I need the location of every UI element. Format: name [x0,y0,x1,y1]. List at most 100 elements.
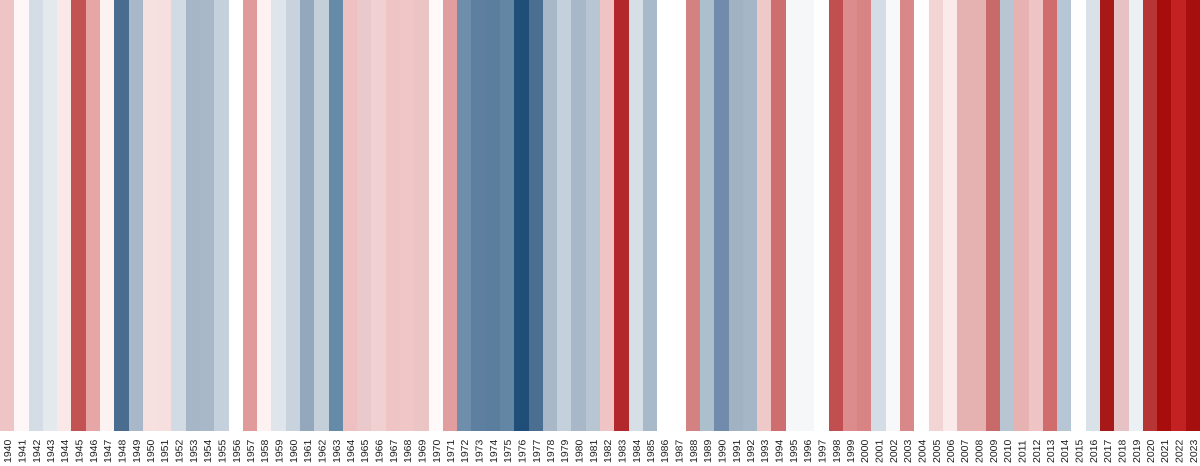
stripe-1943 [43,0,57,431]
year-label-1960: 1960 [288,439,300,463]
stripe-1962 [314,0,329,431]
year-label-2006: 2006 [945,439,957,463]
stripe-2010 [1000,0,1014,431]
year-label-1997: 1997 [817,439,829,463]
stripe-2003 [900,0,914,431]
stripe-1958 [257,0,271,431]
year-label-2015: 2015 [1074,439,1086,463]
stripe-1954 [200,0,214,431]
stripe-1982 [600,0,614,431]
year-label-1996: 1996 [802,439,814,463]
year-label-1989: 1989 [702,439,714,463]
stripe-1996 [800,0,814,431]
year-label-1986: 1986 [659,439,671,463]
year-label-2011: 2011 [1017,440,1029,463]
stripe-2011 [1014,0,1029,431]
year-label-1967: 1967 [388,439,400,463]
year-label-2016: 2016 [1088,439,1100,463]
year-label-1955: 1955 [217,439,229,463]
stripe-1997 [814,0,829,431]
year-label-1974: 1974 [488,439,500,463]
year-label-1945: 1945 [74,439,86,463]
stripe-1985 [643,0,657,431]
stripe-1955 [214,0,229,431]
year-label-1972: 1972 [459,439,471,463]
stripe-2005 [929,0,943,431]
stripe-1979 [557,0,571,431]
stripe-1963 [329,0,343,431]
year-label-1952: 1952 [174,439,186,463]
stripe-2016 [1086,0,1100,431]
year-label-1962: 1962 [317,439,329,463]
stripe-2004 [914,0,929,431]
year-label-1958: 1958 [259,439,271,463]
year-label-1982: 1982 [602,439,614,463]
stripe-1964 [343,0,357,431]
year-label-1950: 1950 [145,439,157,463]
year-label-1948: 1948 [117,439,129,463]
year-label-1965: 1965 [359,439,371,463]
stripe-1970 [429,0,443,431]
year-label-1988: 1988 [688,439,700,463]
stripe-1971 [443,0,457,431]
stripe-1978 [543,0,557,431]
stripe-2023 [1186,0,1200,431]
year-label-2022: 2022 [1174,439,1186,463]
year-label-1977: 1977 [531,439,543,463]
stripe-1959 [271,0,286,431]
year-label-1983: 1983 [617,439,629,463]
year-label-1961: 1961 [302,439,314,463]
year-label-2017: 2017 [1102,439,1114,463]
stripe-1998 [829,0,843,431]
stripe-1983 [614,0,629,431]
year-label-1942: 1942 [31,439,43,463]
stripe-1989 [700,0,714,431]
year-label-1995: 1995 [788,439,800,463]
stripe-1951 [157,0,171,431]
year-label-2000: 2000 [859,439,871,463]
stripe-2000 [857,0,871,431]
stripe-1940 [0,0,14,431]
year-label-1978: 1978 [545,439,557,463]
year-label-2003: 2003 [902,439,914,463]
year-label-2013: 2013 [1045,439,1057,463]
stripe-2009 [986,0,1000,431]
stripe-1950 [143,0,157,431]
stripe-1973 [471,0,486,431]
year-label-1957: 1957 [245,439,257,463]
year-label-1963: 1963 [331,439,343,463]
stripe-1946 [86,0,100,431]
stripe-2020 [1143,0,1157,431]
year-label-1941: 1941 [17,439,29,463]
stripe-1984 [629,0,643,431]
year-label-1943: 1943 [45,439,57,463]
stripe-1991 [729,0,743,431]
stripe-1968 [400,0,414,431]
stripe-1957 [243,0,257,431]
stripe-1981 [586,0,600,431]
year-labels-group: 1940 1941 1942 1943 1944 1945 1946 1947 1948 1949… [2,439,1200,463]
stripe-2015 [1071,0,1086,431]
stripe-2019 [1129,0,1143,431]
stripe-1974 [486,0,500,431]
stripe-1980 [571,0,586,431]
year-label-2019: 2019 [1131,439,1143,463]
stripe-1960 [286,0,300,431]
year-label-1976: 1976 [517,439,529,463]
stripe-1990 [714,0,729,431]
stripes-group [0,0,1200,431]
year-label-2001: 2001 [874,439,886,463]
year-label-1966: 1966 [374,439,386,463]
stripe-1952 [171,0,186,431]
stripe-1969 [414,0,429,431]
stripe-1953 [186,0,200,431]
year-label-1968: 1968 [402,439,414,463]
stripe-1995 [786,0,800,431]
year-label-1999: 1999 [845,439,857,463]
year-label-1970: 1970 [431,439,443,463]
year-label-2009: 2009 [988,439,1000,463]
year-label-1981: 1981 [588,439,600,463]
year-label-1947: 1947 [102,439,114,463]
stripe-1961 [300,0,314,431]
year-label-1993: 1993 [759,439,771,463]
